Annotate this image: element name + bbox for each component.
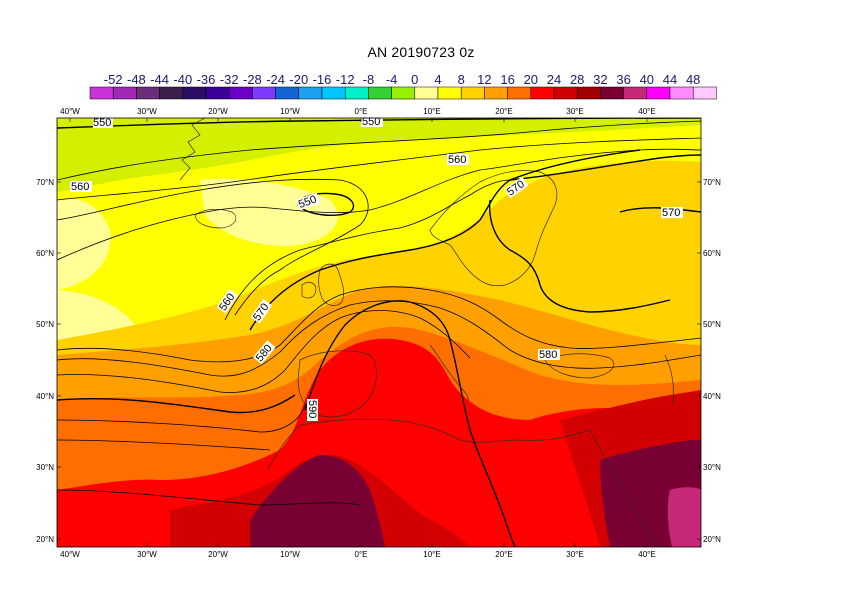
lon-label: 10°W [280, 107, 300, 116]
colorbar-label: 36 [616, 72, 630, 87]
lon-label: 10°E [423, 550, 440, 559]
colorbar-label: -40 [173, 72, 192, 87]
lon-label: 10°W [280, 550, 300, 559]
colorbar-label: -20 [289, 72, 308, 87]
colorbar-label: -16 [313, 72, 332, 87]
lat-label: 60°N [36, 249, 54, 258]
colorbar-label: -52 [104, 72, 123, 87]
contour-label: 570 [662, 207, 680, 219]
contour-label: 560 [71, 181, 89, 193]
colorbar-label: 32 [593, 72, 607, 87]
longitude-labels-bottom: 40°W 30°W 20°W 10°W 0°E 10°E 20°E 30°E 40°E [60, 550, 656, 559]
colorbar-label: 8 [458, 72, 465, 87]
lat-label: 70°N [36, 178, 54, 187]
temperature-colorbar: -52 -48 -44 -40 -36 -32 -28 -24 -20 -16 -12 -8 -4 0 4 8… [89, 72, 717, 100]
lon-label: 30°W [137, 107, 157, 116]
lat-label: 50°N [703, 320, 721, 329]
colorbar-label: 48 [686, 72, 700, 87]
lat-label: 40°N [703, 392, 721, 401]
lat-label: 30°N [703, 463, 721, 472]
colorbar-label: 40 [640, 72, 654, 87]
lat-label: 60°N [703, 249, 721, 258]
contour-label: 580 [539, 349, 557, 361]
colorbar-label: -24 [266, 72, 285, 87]
colorbar-label: -36 [197, 72, 216, 87]
colorbar-label: -8 [363, 72, 375, 87]
colorbar-swatch [692, 86, 717, 100]
lon-label: 30°W [137, 550, 157, 559]
colorbar-label: 28 [570, 72, 584, 87]
contour-label: 590 [306, 400, 318, 418]
lon-label: 40°W [60, 107, 80, 116]
colorbar-labels: -52 -48 -44 -40 -36 -32 -28 -24 -20 -16 -12 -8 -4 0 4 8… [104, 72, 701, 87]
lat-label: 20°N [703, 535, 721, 544]
lon-label: 20°W [208, 550, 228, 559]
lat-label: 30°N [36, 463, 54, 472]
lon-label: 40°E [638, 107, 655, 116]
coastlines [179, 118, 674, 547]
lon-label: 30°E [566, 550, 583, 559]
lon-label: 40°W [60, 550, 80, 559]
colorbar-label: -32 [220, 72, 239, 87]
latitude-labels-left: 70°N 60°N 50°N 40°N 30°N 20°N [36, 178, 54, 544]
contour-label: 550 [297, 193, 318, 211]
colorbar-label: -48 [127, 72, 146, 87]
lat-label: 20°N [36, 535, 54, 544]
colorbar-label: -28 [243, 72, 262, 87]
geopotential-contours [57, 118, 701, 547]
lon-label: 40°E [638, 550, 655, 559]
colorbar-label: 16 [500, 72, 514, 87]
contour-label: 560 [448, 154, 466, 166]
colorbar-label: -12 [336, 72, 355, 87]
lon-label: 20°W [208, 107, 228, 116]
latitude-labels-right: 70°N 60°N 50°N 40°N 30°N 20°N [703, 178, 721, 544]
colorbar-label: 20 [524, 72, 538, 87]
colorbar-swatches [89, 86, 717, 100]
longitude-labels-top: 40°W 30°W 20°W 10°W 0°E 10°E 20°E 30°E 40°E [60, 107, 656, 116]
colorbar-label: 0 [411, 72, 418, 87]
colorbar-label: 12 [477, 72, 491, 87]
lat-label: 40°N [36, 392, 54, 401]
lon-label: 0°E [355, 550, 368, 559]
axis-ticks [57, 118, 701, 547]
contour-label: 550 [93, 117, 111, 129]
colorbar-label: 24 [547, 72, 561, 87]
lon-label: 20°E [495, 107, 512, 116]
colorbar-label: -4 [386, 72, 398, 87]
lon-label: 20°E [495, 550, 512, 559]
lon-label: 30°E [566, 107, 583, 116]
colorbar-label: -44 [150, 72, 169, 87]
contour-label: 550 [362, 116, 380, 128]
lat-label: 50°N [36, 320, 54, 329]
map-title: AN 20190723 0z [367, 44, 475, 60]
shaded-temperature-field [57, 118, 701, 547]
colorbar-label: 4 [434, 72, 441, 87]
lon-label: 0°E [355, 107, 368, 116]
map-frame [56, 117, 702, 548]
lon-label: 10°E [423, 107, 440, 116]
colorbar-label: 44 [663, 72, 677, 87]
lat-label: 70°N [703, 178, 721, 187]
